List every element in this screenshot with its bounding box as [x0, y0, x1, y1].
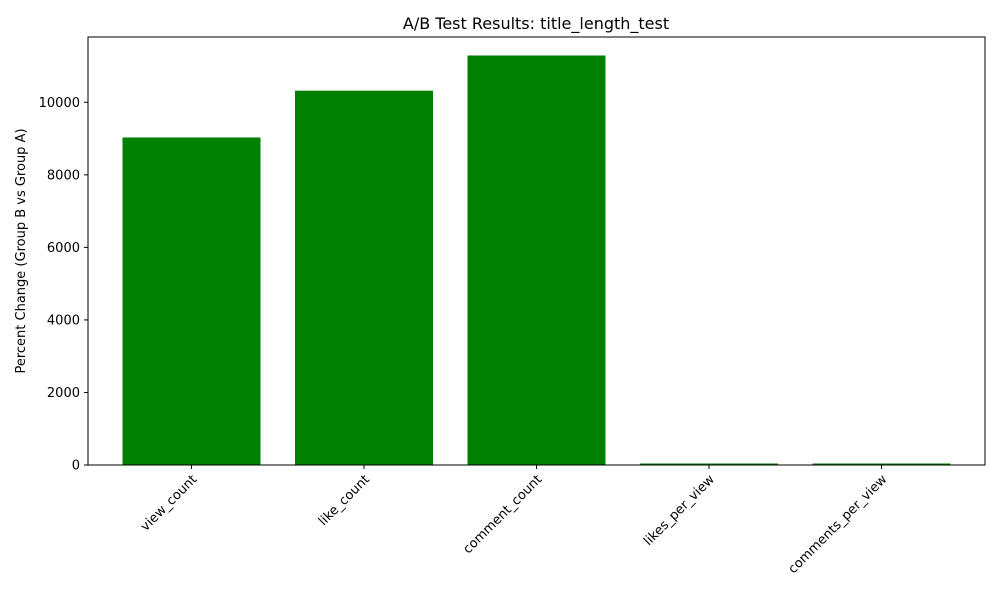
- x-tick-label: view_count: [138, 472, 200, 534]
- chart-title: A/B Test Results: title_length_test: [403, 14, 669, 34]
- y-tick-label: 0: [72, 459, 80, 474]
- bar-like-count: [295, 90, 433, 465]
- y-tick-label: 6000: [47, 241, 80, 256]
- y-tick-label: 2000: [47, 386, 80, 401]
- plot-area: 0 2000 4000 6000 8000 10000 view_count like_cou…: [39, 36, 986, 577]
- y-tick-label: 4000: [47, 313, 80, 328]
- x-tick-label: comments_per_view: [786, 472, 891, 577]
- x-tick-label: like_count: [316, 472, 373, 529]
- y-axis-title: Percent Change (Group B vs Group A): [14, 128, 29, 373]
- bar-comment-count: [467, 55, 606, 466]
- bar-view-count: [122, 137, 261, 465]
- bar-likes-per-view: [640, 463, 778, 465]
- x-tick-label: comment_count: [461, 472, 546, 557]
- y-tick-label: 8000: [47, 168, 80, 183]
- bar-comments-per-view: [812, 463, 951, 465]
- x-tick-label: likes_per_view: [641, 472, 718, 549]
- y-tick-label: 10000: [39, 96, 80, 111]
